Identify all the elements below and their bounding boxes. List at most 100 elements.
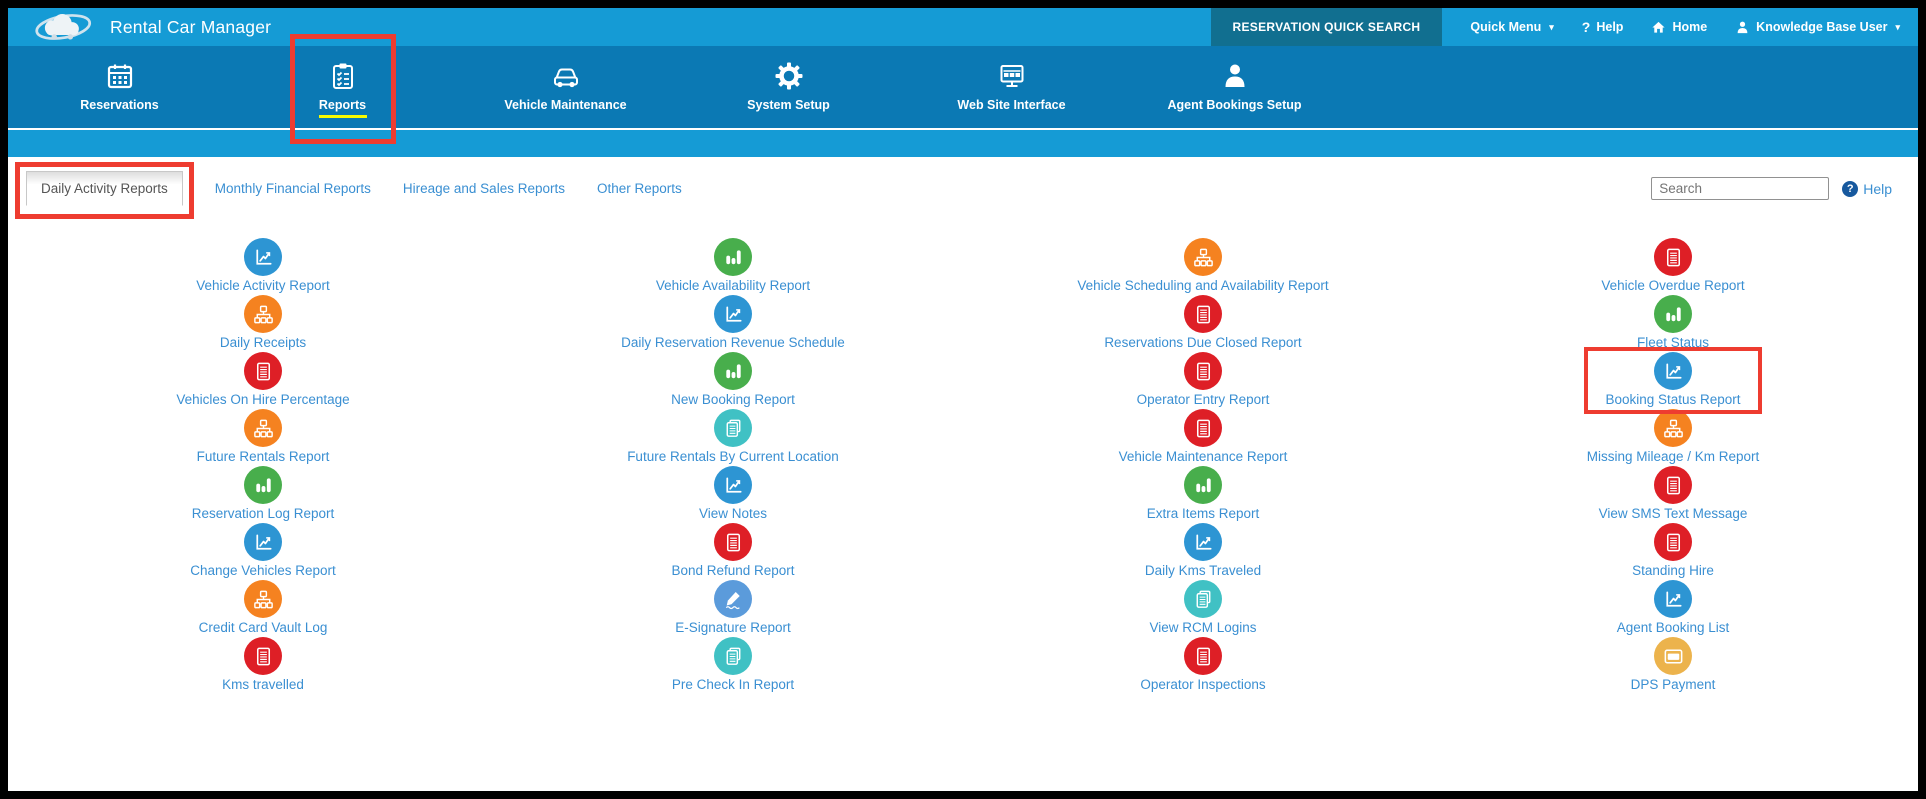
report-link-credit-card-vault-log[interactable]: Credit Card Vault Log	[28, 580, 498, 637]
report-link-agent-booking-list[interactable]: Agent Booking List	[1438, 580, 1908, 637]
quick-menu-dropdown[interactable]: Quick Menu ▾	[1470, 20, 1553, 34]
report-link-future-rentals-by-current-location[interactable]: Future Rentals By Current Location	[498, 409, 968, 466]
report-label: Missing Mileage / Km Report	[1586, 449, 1760, 464]
report-link-change-vehicles-report[interactable]: Change Vehicles Report	[28, 523, 498, 580]
bar-chart-icon	[714, 352, 752, 390]
tab-hireage-and-sales-reports[interactable]: Hireage and Sales Reports	[403, 181, 565, 196]
tabs-row: Daily Activity Reports Monthly Financial …	[8, 157, 1918, 219]
tab-label: Other Reports	[596, 181, 682, 196]
home-label: Home	[1672, 20, 1708, 34]
report-label: Future Rentals By Current Location	[627, 449, 839, 464]
report-label: Change Vehicles Report	[190, 563, 336, 578]
nav-item-vehicle-maintenance[interactable]: Vehicle Maintenance	[454, 46, 677, 128]
sitemap-icon	[244, 580, 282, 618]
report-link-view-sms-text-message[interactable]: View SMS Text Message	[1438, 466, 1908, 523]
content-help-link[interactable]: ? Help	[1842, 180, 1892, 197]
reservation-quick-search-button[interactable]: RESERVATION QUICK SEARCH	[1210, 8, 1443, 46]
report-label: Vehicle Availability Report	[655, 278, 811, 293]
document-icon	[1654, 466, 1692, 504]
pages-icon	[1184, 580, 1222, 618]
question-circle-icon: ?	[1842, 180, 1859, 197]
report-link-vehicles-on-hire-percentage[interactable]: Vehicles On Hire Percentage	[28, 352, 498, 409]
report-link-missing-mileage-km-report[interactable]: Missing Mileage / Km Report	[1438, 409, 1908, 466]
sitemap-icon	[1184, 238, 1222, 276]
report-label: Vehicle Activity Report	[196, 278, 330, 293]
nav-item-label: Reservations	[80, 98, 159, 112]
report-label: E-Signature Report	[675, 620, 791, 635]
nav-item-agent-bookings-setup[interactable]: Agent Bookings Setup	[1123, 46, 1346, 128]
sitemap-icon	[244, 295, 282, 333]
report-label: Vehicle Overdue Report	[1601, 278, 1745, 293]
tab-other-reports[interactable]: Other Reports	[597, 181, 682, 196]
tab-daily-activity-reports[interactable]: Daily Activity Reports	[15, 162, 194, 219]
tabs-right-tools: ? Help	[1651, 177, 1892, 200]
nav-item-reservations[interactable]: Reservations	[8, 46, 231, 128]
report-label: Vehicle Maintenance Report	[1118, 449, 1288, 464]
line-chart-icon	[1654, 352, 1692, 390]
quick-menu-label: Quick Menu	[1470, 20, 1542, 34]
user-label: Knowledge Base User	[1756, 20, 1888, 34]
report-label: Credit Card Vault Log	[198, 620, 328, 635]
nav-item-reports[interactable]: Reports	[231, 34, 454, 144]
report-link-pre-check-in-report[interactable]: Pre Check In Report	[498, 637, 968, 694]
report-link-view-rcm-logins[interactable]: View RCM Logins	[968, 580, 1438, 637]
report-link-new-booking-report[interactable]: New Booking Report	[498, 352, 968, 409]
report-label: Daily Reservation Revenue Schedule	[621, 335, 845, 350]
report-link-vehicle-activity-report[interactable]: Vehicle Activity Report	[28, 238, 498, 295]
nav-item-label: Vehicle Maintenance	[504, 98, 627, 112]
calendar-icon	[104, 60, 136, 92]
report-link-daily-receipts[interactable]: Daily Receipts	[28, 295, 498, 352]
report-tabs: Daily Activity Reports Monthly Financial …	[15, 162, 682, 219]
gear-icon	[773, 60, 805, 92]
line-chart-icon	[244, 523, 282, 561]
report-link-reservation-log-report[interactable]: Reservation Log Report	[28, 466, 498, 523]
report-label: Vehicle Scheduling and Availability Repo…	[1077, 278, 1329, 293]
bar-chart-icon	[714, 238, 752, 276]
report-link-bond-refund-report[interactable]: Bond Refund Report	[498, 523, 968, 580]
car-icon	[550, 60, 582, 92]
line-chart-icon	[714, 295, 752, 333]
report-label: Vehicles On Hire Percentage	[176, 392, 350, 407]
report-link-reservations-due-closed-report[interactable]: Reservations Due Closed Report	[968, 295, 1438, 352]
cloud-car-logo-icon	[32, 10, 98, 44]
report-link-booking-status-report[interactable]: Booking Status Report	[1438, 347, 1908, 414]
report-link-daily-kms-traveled[interactable]: Daily Kms Traveled	[968, 523, 1438, 580]
report-link-operator-entry-report[interactable]: Operator Entry Report	[968, 352, 1438, 409]
nav-item-label: Reports	[319, 98, 367, 118]
report-link-vehicle-availability-report[interactable]: Vehicle Availability Report	[498, 238, 968, 295]
nav-item-label: Agent Bookings Setup	[1167, 98, 1302, 112]
help-link[interactable]: ? Help	[1582, 19, 1624, 35]
main-navigation: Reservations Reports Vehicle Maintenance Sy…	[8, 34, 1918, 144]
report-label: Reservation Log Report	[191, 506, 335, 521]
home-link[interactable]: Home	[1651, 20, 1707, 35]
nav-item-web-site-interface[interactable]: Web Site Interface	[900, 46, 1123, 128]
report-link-vehicle-maintenance-report[interactable]: Vehicle Maintenance Report	[968, 409, 1438, 466]
report-link-future-rentals-report[interactable]: Future Rentals Report	[28, 409, 498, 466]
top-header: Rental Car Manager RESERVATION QUICK SEA…	[8, 8, 1918, 46]
report-link-e-signature-report[interactable]: E-Signature Report	[498, 580, 968, 637]
report-label: Reservations Due Closed Report	[1104, 335, 1302, 350]
report-link-daily-reservation-revenue-schedule[interactable]: Daily Reservation Revenue Schedule	[498, 295, 968, 352]
report-link-vehicle-overdue-report[interactable]: Vehicle Overdue Report	[1438, 238, 1908, 295]
report-link-fleet-status[interactable]: Fleet Status	[1438, 295, 1908, 352]
report-link-standing-hire[interactable]: Standing Hire	[1438, 523, 1908, 580]
report-link-dps-payment[interactable]: DPS Payment	[1438, 637, 1908, 694]
tab-label: Monthly Financial Reports	[214, 181, 371, 196]
tab-label: Hireage and Sales Reports	[402, 181, 565, 196]
cyan-strip	[8, 130, 1918, 157]
report-label: Agent Booking List	[1616, 620, 1730, 635]
report-link-extra-items-report[interactable]: Extra Items Report	[968, 466, 1438, 523]
report-link-view-notes[interactable]: View Notes	[498, 466, 968, 523]
signature-icon	[714, 580, 752, 618]
nav-item-system-setup[interactable]: System Setup	[677, 46, 900, 128]
report-link-vehicle-scheduling-and-availability-report[interactable]: Vehicle Scheduling and Availability Repo…	[968, 238, 1438, 295]
search-input[interactable]	[1651, 177, 1830, 200]
document-icon	[1654, 238, 1692, 276]
report-link-operator-inspections[interactable]: Operator Inspections	[968, 637, 1438, 694]
report-label: Operator Entry Report	[1136, 392, 1270, 407]
document-icon	[244, 637, 282, 675]
tab-monthly-financial-reports[interactable]: Monthly Financial Reports	[215, 181, 371, 196]
user-menu[interactable]: Knowledge Base User ▾	[1735, 20, 1900, 35]
report-link-kms-travelled[interactable]: Kms travelled	[28, 637, 498, 694]
nav-item-label: Web Site Interface	[957, 98, 1066, 112]
